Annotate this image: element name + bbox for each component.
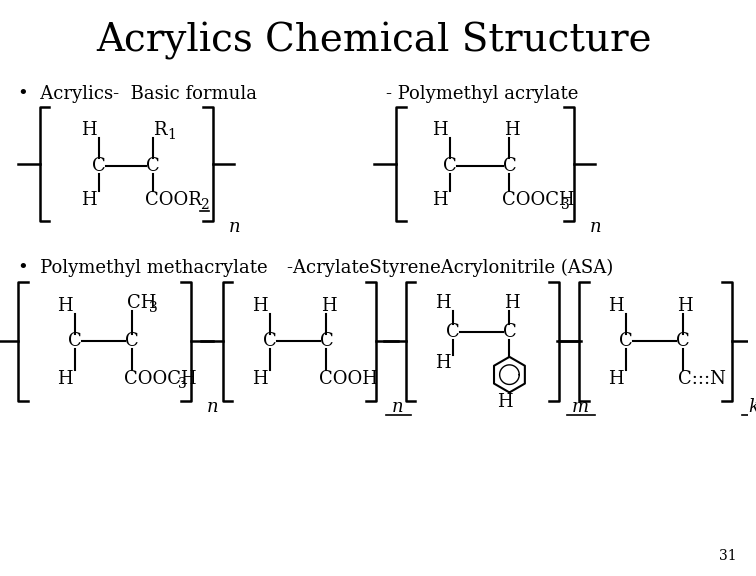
Text: H: H — [503, 121, 519, 139]
Text: H: H — [81, 191, 97, 209]
Text: C: C — [446, 323, 460, 341]
Text: C: C — [619, 332, 633, 350]
Text: COOH: COOH — [318, 370, 377, 388]
Text: 3: 3 — [150, 301, 158, 316]
Text: 2: 2 — [200, 198, 209, 212]
Text: C:::N: C:::N — [677, 370, 726, 388]
Text: 3: 3 — [178, 377, 187, 391]
Text: R: R — [153, 121, 167, 139]
Text: COOCH: COOCH — [501, 191, 574, 209]
Text: n: n — [228, 218, 240, 236]
Text: H: H — [432, 191, 448, 209]
Text: n: n — [207, 397, 218, 416]
Text: H: H — [497, 393, 513, 411]
Text: H: H — [253, 297, 268, 315]
Text: H: H — [609, 297, 624, 315]
Text: C: C — [443, 157, 457, 175]
Text: k: k — [748, 397, 756, 416]
Text: Acrylics Chemical Structure: Acrylics Chemical Structure — [96, 22, 652, 60]
Text: C: C — [147, 157, 160, 175]
Text: C: C — [68, 332, 82, 350]
Text: C: C — [676, 332, 689, 350]
Text: •  Acrylics-  Basic formula: • Acrylics- Basic formula — [18, 85, 257, 103]
Text: C: C — [92, 157, 106, 175]
Text: n: n — [392, 397, 404, 416]
Text: CH: CH — [126, 294, 156, 312]
Text: H: H — [57, 297, 73, 315]
Text: 1: 1 — [167, 128, 176, 142]
Text: •  Polymethyl methacrylate: • Polymethyl methacrylate — [18, 259, 268, 277]
Text: H: H — [253, 370, 268, 388]
Text: C: C — [320, 332, 333, 350]
Text: H: H — [432, 121, 448, 139]
Text: H: H — [81, 121, 97, 139]
Text: n: n — [590, 218, 601, 236]
Text: 3: 3 — [561, 198, 569, 212]
Text: C: C — [125, 332, 138, 350]
Text: m: m — [572, 397, 589, 416]
Text: H: H — [503, 294, 519, 312]
Text: H: H — [435, 354, 451, 372]
Text: H: H — [435, 294, 451, 312]
Text: H: H — [321, 297, 336, 315]
Text: COOR: COOR — [145, 191, 202, 209]
Text: COOCH: COOCH — [124, 370, 197, 388]
Text: 31: 31 — [719, 549, 737, 563]
Text: H: H — [677, 297, 692, 315]
Text: -AcrylateStyreneAcrylonitrile (ASA): -AcrylateStyreneAcrylonitrile (ASA) — [287, 259, 613, 277]
Text: C: C — [503, 157, 516, 175]
Text: C: C — [503, 323, 516, 341]
Text: H: H — [609, 370, 624, 388]
Text: H: H — [57, 370, 73, 388]
Text: C: C — [263, 332, 277, 350]
Text: - Polymethyl acrylate: - Polymethyl acrylate — [386, 85, 578, 103]
